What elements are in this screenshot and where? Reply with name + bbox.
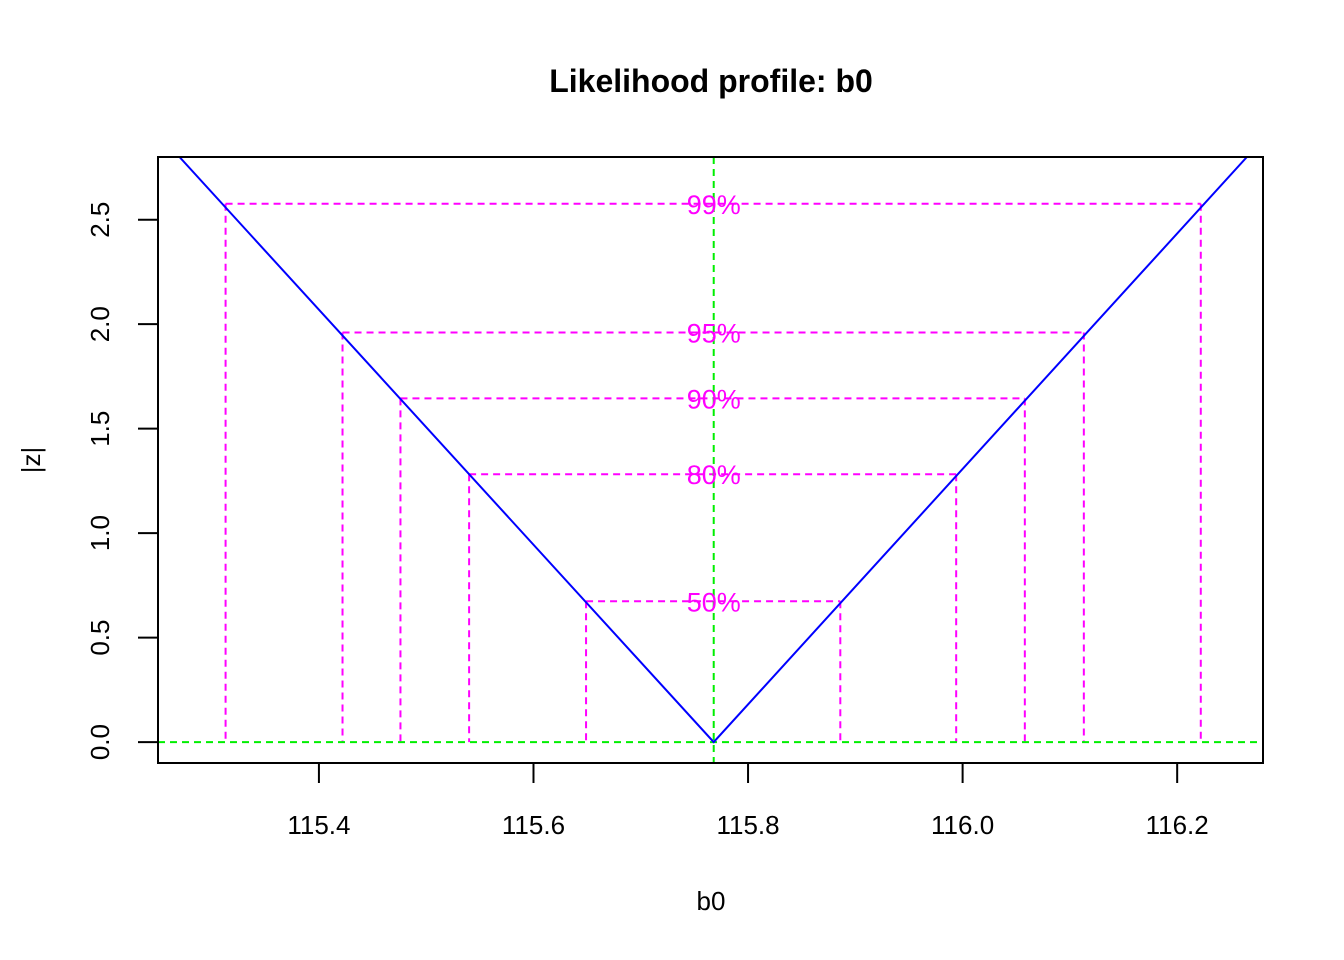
ci-label-99pct: 99% xyxy=(687,190,741,220)
x-tick-label: 116.0 xyxy=(931,810,994,840)
axes: 115.4 115.6 115.8 116.0 116.2 0.0 0.5 1.0 1.5 2.0… xyxy=(85,202,1209,840)
y-tick-label: 0.5 xyxy=(85,620,115,656)
chart-title: Likelihood profile: b0 xyxy=(549,63,873,99)
ci-label-95pct: 95% xyxy=(687,319,741,349)
plot-area: 99% 95% 90% 80% 50% xyxy=(158,157,1263,763)
x-tick-label: 116.2 xyxy=(1146,810,1209,840)
x-tick-label: 115.6 xyxy=(502,810,565,840)
ci-label-80pct: 80% xyxy=(687,460,741,490)
y-tick-label: 1.0 xyxy=(85,515,115,551)
y-axis-label: |z| xyxy=(16,447,46,474)
y-tick-label: 2.5 xyxy=(85,202,115,238)
x-axis-label: b0 xyxy=(697,886,726,916)
y-tick-label: 1.5 xyxy=(85,411,115,447)
y-tick-label: 2.0 xyxy=(85,306,115,342)
ci-label-90pct: 90% xyxy=(687,384,741,414)
ci-label-50pct: 50% xyxy=(687,587,741,617)
profile-line xyxy=(178,157,1248,744)
x-tick-label: 115.8 xyxy=(716,810,779,840)
y-tick-label: 0.0 xyxy=(85,724,115,760)
x-tick-label: 115.4 xyxy=(287,810,350,840)
